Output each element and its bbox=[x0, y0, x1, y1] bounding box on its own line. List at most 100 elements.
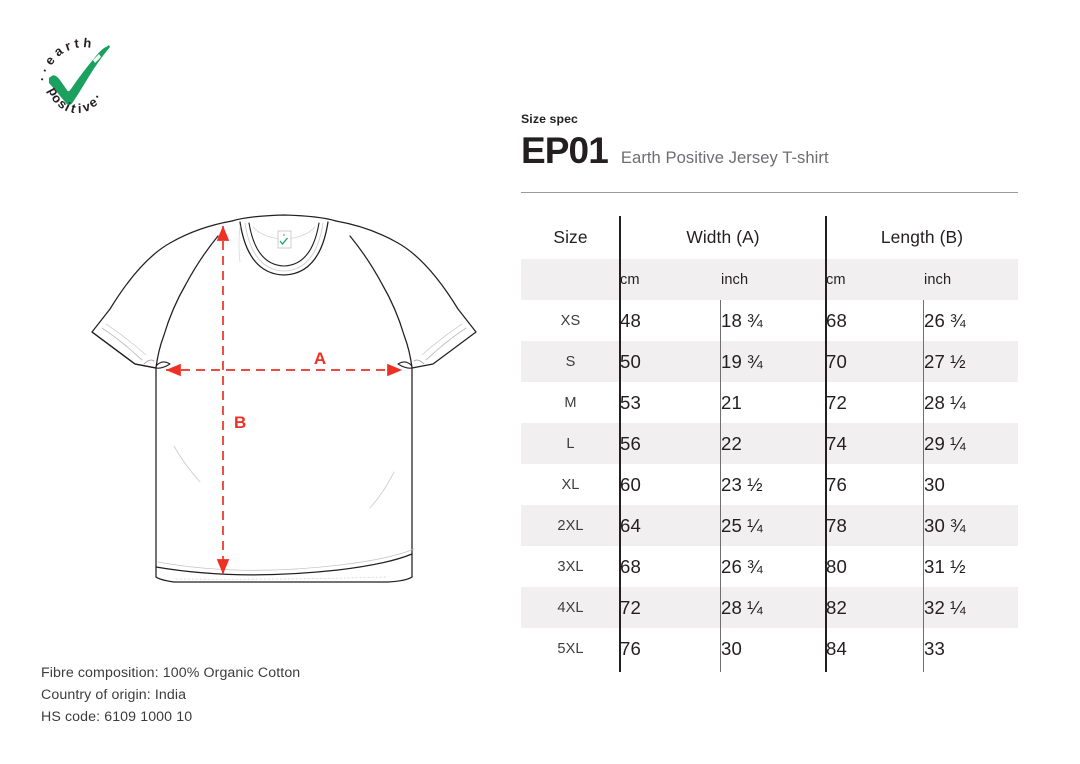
length-cm-value: 72 bbox=[826, 391, 847, 413]
table-row: S 50 19 ¾ 70 27 ½ bbox=[521, 341, 1018, 382]
length-cm-value: 78 bbox=[826, 505, 924, 546]
svg-text:e: e bbox=[42, 53, 58, 68]
divider-after-width bbox=[825, 216, 827, 672]
length-arrow-bottom bbox=[216, 559, 230, 575]
note-fibre-composition: Fibre composition: 100% Organic Cotton bbox=[41, 665, 301, 681]
width-inch-value: 30 bbox=[721, 637, 742, 659]
length-inch-value: 29 ¼ bbox=[924, 423, 1018, 464]
width-inch-value: 21 bbox=[721, 391, 742, 413]
note-hs-code: HS code: 6109 1000 10 bbox=[41, 709, 193, 725]
table-row: L 56 22 74 29 ¼ bbox=[521, 423, 1018, 464]
width-cm-value: 72 bbox=[620, 587, 721, 628]
size-value: XL bbox=[561, 476, 580, 493]
length-cm-value: 74 bbox=[826, 423, 924, 464]
svg-text:t: t bbox=[74, 35, 81, 50]
width-inch-value: 28 ¼ bbox=[721, 587, 826, 628]
width-cm-value: 53 bbox=[620, 391, 641, 413]
unit-length-inch: inch bbox=[924, 259, 1018, 300]
size-value: 4XL bbox=[521, 587, 620, 628]
length-inch-value: 31 ½ bbox=[924, 555, 966, 577]
length-cm-value: 68 bbox=[826, 309, 847, 331]
unit-width-cm: cm bbox=[620, 259, 721, 300]
size-value: M bbox=[564, 394, 577, 411]
bottom-hem bbox=[155, 576, 413, 583]
size-value: 3XL bbox=[557, 558, 584, 575]
svg-text:·: · bbox=[37, 65, 52, 75]
length-inch-value: 30 bbox=[924, 473, 945, 495]
note-country-of-origin: Country of origin: India bbox=[41, 687, 187, 703]
size-table: Size Width (A) Length (B) cm inch cm inc… bbox=[521, 216, 1018, 669]
divider-length-cm-inch bbox=[923, 300, 925, 672]
composition-notes: Fibre composition: 100% Organic Cotton C… bbox=[41, 662, 300, 728]
table-row: 5XL 76 30 84 33 bbox=[521, 628, 1018, 669]
header-size: Size bbox=[553, 227, 588, 247]
length-cm-value: 80 bbox=[826, 555, 847, 577]
table-row: XS 48 18 ¾ 68 26 ¾ bbox=[521, 300, 1018, 341]
right-sleeve-outline bbox=[335, 220, 477, 369]
svg-text:r: r bbox=[63, 38, 73, 54]
unit-blank bbox=[521, 259, 620, 300]
width-cm-value: 48 bbox=[620, 309, 641, 331]
header-length-group: Length (B) bbox=[880, 227, 964, 247]
width-cm-value: 50 bbox=[620, 341, 721, 382]
divider-after-size bbox=[619, 216, 621, 672]
length-cm-value: 70 bbox=[826, 341, 924, 382]
length-inch-value: 32 ¼ bbox=[924, 587, 1018, 628]
divider-width-cm-inch bbox=[720, 300, 722, 672]
width-inch-value: 26 ¾ bbox=[721, 555, 763, 577]
table-row: XL 60 23 ½ 76 30 bbox=[521, 464, 1018, 505]
length-cm-value: 84 bbox=[826, 637, 847, 659]
left-sleeve-outline bbox=[91, 220, 233, 369]
length-cm-value: 82 bbox=[826, 587, 924, 628]
width-arrow-right bbox=[387, 363, 403, 377]
table-row: M 53 21 72 28 ¼ bbox=[521, 382, 1018, 423]
table-row: 2XL 64 25 ¼ 78 30 ¾ bbox=[521, 505, 1018, 546]
width-cm-value: 68 bbox=[620, 555, 641, 577]
hem-sweep-line bbox=[155, 553, 413, 576]
length-inch-value: 33 bbox=[924, 637, 945, 659]
tshirt-technical-drawing: A B bbox=[88, 196, 480, 596]
table-row: 4XL 72 28 ¼ 82 32 ¼ bbox=[521, 587, 1018, 628]
table-group-header-row: Size Width (A) Length (B) bbox=[521, 216, 1018, 259]
length-inch-value: 30 ¾ bbox=[924, 505, 1018, 546]
width-inch-value: 19 ¾ bbox=[721, 341, 826, 382]
length-inch-value: 28 ¼ bbox=[924, 391, 966, 413]
length-label: B bbox=[234, 413, 246, 432]
width-label: A bbox=[314, 349, 326, 368]
width-inch-value: 22 bbox=[721, 423, 826, 464]
length-inch-value: 26 ¾ bbox=[924, 309, 966, 331]
width-arrow-left bbox=[165, 363, 181, 377]
length-cm-value: 76 bbox=[826, 473, 847, 495]
table-unit-header-row: cm inch cm inch bbox=[521, 259, 1018, 300]
width-inch-value: 23 ½ bbox=[721, 473, 763, 495]
svg-text:v: v bbox=[81, 98, 93, 114]
logo-wordmark-top: · e a r t h bbox=[37, 35, 92, 75]
product-name: Earth Positive Jersey T-shirt bbox=[620, 148, 829, 167]
header-divider bbox=[521, 192, 1018, 193]
logo-wordmark-bottom: · p o s i t i v e · bbox=[34, 75, 104, 116]
shoulder-line bbox=[231, 214, 337, 222]
header-width-group: Width (A) bbox=[686, 227, 760, 247]
spec-header: Size spec EP01 Earth Positive Jersey T-s… bbox=[521, 112, 1018, 193]
svg-text:i: i bbox=[78, 101, 82, 114]
unit-length-cm: cm bbox=[826, 259, 924, 300]
spec-title-line: EP01 Earth Positive Jersey T-shirt bbox=[521, 132, 1018, 174]
size-value: 2XL bbox=[521, 505, 620, 546]
svg-text:t: t bbox=[69, 100, 78, 114]
width-cm-value: 60 bbox=[620, 473, 641, 495]
length-arrow-top bbox=[216, 225, 230, 241]
unit-width-inch: inch bbox=[721, 259, 826, 300]
collar-outer bbox=[239, 221, 329, 276]
width-cm-value: 76 bbox=[620, 637, 641, 659]
width-cm-value: 56 bbox=[620, 423, 721, 464]
collar-inner bbox=[248, 222, 320, 267]
svg-text:h: h bbox=[83, 35, 93, 51]
length-inch-value: 27 ½ bbox=[924, 341, 1018, 382]
size-value: XS bbox=[560, 312, 581, 329]
earth-positive-logo: · e a r t h · p o s i t i v e · bbox=[24, 26, 120, 116]
neck-label-icon bbox=[277, 230, 292, 249]
size-value: S bbox=[521, 341, 620, 382]
spec-eyebrow-label: Size spec bbox=[521, 112, 578, 126]
size-value: 5XL bbox=[557, 640, 584, 657]
